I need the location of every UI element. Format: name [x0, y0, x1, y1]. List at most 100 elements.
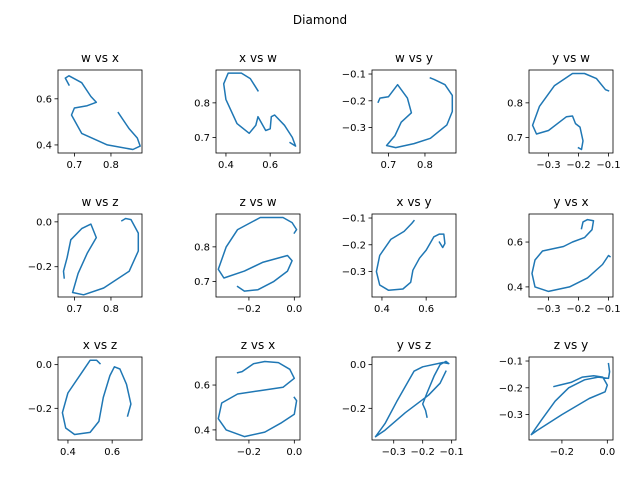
series-line [64, 75, 141, 151]
x-tick-label: −0.2 [411, 447, 435, 458]
y-tick-label: 0.8 [194, 242, 210, 253]
x-tick-label: 0.8 [103, 160, 119, 171]
axes-frame [371, 356, 457, 441]
x-tick-label: −0.2 [550, 447, 574, 458]
y-tick-label: 0.4 [36, 140, 52, 151]
x-tick-label: 0.4 [60, 447, 76, 458]
series-line [61, 359, 132, 436]
subplot-12: z vs y −0.2 0.0 −0.1 −0.2 −0.3 [499, 338, 616, 458]
subplot-8: y vs x −0.3 −0.2 −0.1 0.4 0.6 [507, 195, 621, 315]
x-tick-label: 0.8 [417, 160, 433, 171]
series-line [531, 72, 610, 151]
y-tick-label: 0.6 [194, 381, 210, 392]
subplot-title: x vs y [396, 195, 431, 209]
subplot-grid: w vs x0.7 0.80.40.6x vs w0.4 0.60.70.8w vs… [28, 51, 621, 458]
series-line [217, 216, 298, 292]
x-tick-label: 0.7 [66, 304, 82, 315]
axes-frame [215, 356, 301, 441]
x-tick-label: 0.6 [104, 447, 120, 458]
x-tick-label: 0.0 [599, 447, 615, 458]
x-tick-label: −0.2 [237, 447, 261, 458]
y-tick-label: −0.2 [342, 96, 366, 107]
y-tick-label: −0.2 [499, 383, 523, 394]
figure-suptitle: Diamond [293, 13, 347, 27]
axes-frame [57, 356, 143, 441]
x-tick-label: 0.8 [103, 304, 119, 315]
axes-frame [371, 69, 457, 154]
axes-frame [528, 69, 614, 154]
y-tick-label: 0.8 [507, 98, 523, 109]
y-tick-label: −0.1 [342, 70, 366, 81]
y-tick-label: 0.4 [194, 425, 210, 436]
subplot-title: z vs x [241, 338, 275, 352]
x-tick-label: 0.0 [286, 447, 302, 458]
y-tick-label: −0.2 [342, 404, 366, 415]
subplot-title: x vs z [83, 338, 117, 352]
y-tick-label: −0.2 [28, 404, 52, 415]
y-tick-label: 0.6 [507, 238, 523, 249]
y-tick-label: −0.3 [342, 123, 366, 134]
subplot-3: w vs y 0.7 0.8 −0.1 −0.2 −0.3 [342, 51, 457, 171]
x-tick-label: 0.7 [380, 160, 396, 171]
y-tick-label: −0.2 [28, 262, 52, 273]
axes-frame [528, 356, 614, 441]
subplot-5: w vs z 0.7 0.8 0.0 −0.2 [28, 195, 143, 315]
subplot-title: z vs w [239, 195, 276, 209]
x-tick-label: 0.6 [418, 304, 434, 315]
axes-frame [57, 213, 143, 298]
x-tick-label: 0.4 [218, 160, 234, 171]
y-tick-label: 0.7 [507, 133, 523, 144]
y-tick-label: −0.2 [342, 240, 366, 251]
subplot-4: y vs w −0.3 −0.2 −0.1 0.7 0.8 [507, 51, 621, 171]
x-tick-label: 0.4 [374, 304, 390, 315]
series-line [217, 360, 298, 438]
axes-frame [215, 69, 301, 154]
subplot-7: x vs y 0.4 0.6 −0.1 −0.2 −0.3 [342, 195, 457, 315]
axes-frame [528, 213, 614, 298]
y-tick-label: 0.6 [36, 94, 52, 105]
subplot-title: x vs w [239, 51, 277, 65]
x-tick-label: −0.2 [566, 160, 590, 171]
subplot-9: x vs z 0.4 0.6 0.0 −0.2 [28, 338, 143, 458]
x-tick-label: −0.3 [536, 160, 560, 171]
subplot-title: w vs x [81, 51, 119, 65]
subplot-11: y vs z −0.3 −0.2 −0.1 0.0 −0.2 [342, 338, 464, 458]
y-tick-label: 0.7 [194, 133, 210, 144]
y-tick-label: −0.3 [342, 267, 366, 278]
x-tick-label: −0.2 [237, 304, 261, 315]
y-tick-label: 0.8 [194, 98, 210, 109]
x-tick-label: 0.0 [286, 304, 302, 315]
y-tick-label: 0.0 [36, 360, 52, 371]
series-line [377, 77, 454, 149]
subplot-6: z vs w −0.2 0.0 0.7 0.8 [194, 195, 302, 315]
axes-frame [215, 213, 301, 298]
y-tick-label: −0.1 [342, 214, 366, 225]
subplot-1: w vs x 0.7 0.8 0.4 0.6 [36, 51, 143, 171]
x-tick-label: −0.1 [596, 304, 620, 315]
y-tick-label: 0.7 [194, 277, 210, 288]
subplot-title: y vs z [397, 338, 431, 352]
series-line [530, 362, 611, 436]
subplot-title: w vs y [395, 51, 433, 65]
series-line [375, 219, 446, 292]
subplot-2: x vs w 0.4 0.6 0.7 0.8 [194, 51, 301, 171]
y-tick-label: 0.4 [507, 282, 523, 293]
y-tick-label: 0.0 [350, 360, 366, 371]
x-tick-label: −0.1 [596, 160, 620, 171]
subplot-title: y vs w [552, 51, 590, 65]
x-tick-label: 0.6 [262, 160, 278, 171]
x-tick-label: −0.1 [440, 447, 464, 458]
x-tick-label: −0.2 [566, 304, 590, 315]
x-tick-label: 0.7 [66, 160, 82, 171]
x-tick-label: −0.3 [382, 447, 406, 458]
y-tick-label: −0.3 [499, 410, 523, 421]
subplot-title: z vs y [554, 338, 588, 352]
axes-frame [57, 69, 143, 154]
series-line [222, 72, 297, 147]
x-tick-label: −0.3 [536, 304, 560, 315]
y-tick-label: 0.0 [36, 217, 52, 228]
y-tick-label: −0.1 [499, 357, 523, 368]
series-line [374, 360, 450, 438]
